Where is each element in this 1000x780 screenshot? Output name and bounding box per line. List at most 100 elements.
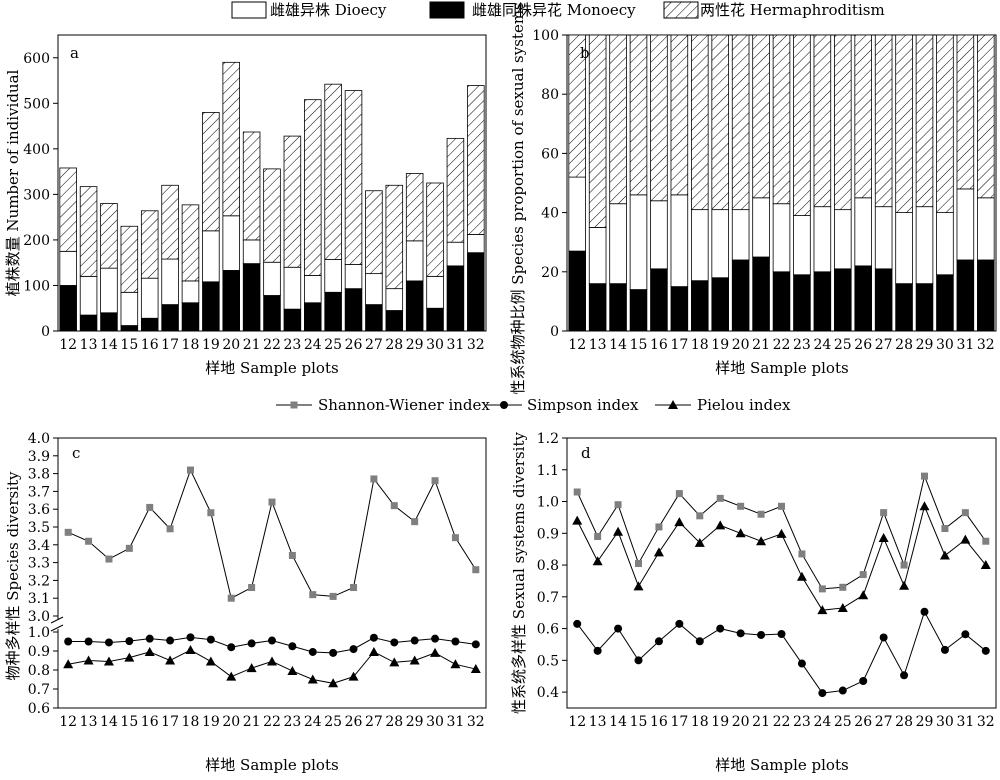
bar-segment bbox=[181, 204, 200, 282]
data-point bbox=[166, 525, 174, 533]
x-tick-label: 24 bbox=[304, 714, 322, 730]
data-point bbox=[389, 657, 400, 667]
bar-segment bbox=[854, 197, 872, 267]
x-tick-label: 18 bbox=[691, 714, 709, 730]
x-tick-label: 26 bbox=[854, 337, 872, 353]
data-point bbox=[64, 528, 72, 536]
bar-segment bbox=[283, 308, 302, 332]
data-point bbox=[186, 466, 194, 474]
bar-segment bbox=[222, 61, 240, 217]
legend-label: 两性花 Hermaphroditism bbox=[700, 1, 885, 19]
y-tick-label: 40 bbox=[541, 206, 559, 222]
x-tick-label: 24 bbox=[304, 337, 322, 353]
x-tick-label: 30 bbox=[426, 714, 444, 730]
bar-segment bbox=[304, 302, 322, 332]
y-tick-label: 3.0 bbox=[28, 609, 50, 625]
bar-segment bbox=[670, 34, 689, 196]
x-tick-label: 17 bbox=[670, 337, 688, 353]
x-tick-label: 32 bbox=[977, 714, 995, 730]
x-tick-label: 29 bbox=[406, 714, 424, 730]
plot-frame bbox=[57, 437, 487, 709]
data-point bbox=[308, 647, 317, 656]
x-tick-label: 21 bbox=[752, 714, 770, 730]
bar-segment bbox=[956, 34, 975, 190]
x-tick-label: 31 bbox=[447, 337, 465, 353]
bar-segment bbox=[304, 99, 322, 276]
x-tick-label: 28 bbox=[385, 714, 403, 730]
data-point bbox=[431, 477, 439, 485]
x-axis-label: 样地 Sample plots bbox=[715, 756, 848, 774]
bar-segment bbox=[731, 209, 750, 261]
legend-label: 雌雄异株 Dioecy bbox=[270, 1, 387, 19]
data-point bbox=[818, 585, 826, 593]
bar-segment bbox=[242, 239, 261, 265]
x-tick-label: 25 bbox=[324, 337, 342, 353]
series-line bbox=[576, 610, 987, 694]
bar-segment bbox=[936, 212, 954, 276]
bar-segment bbox=[854, 265, 872, 332]
data-point bbox=[146, 503, 154, 511]
bar-segment bbox=[834, 268, 852, 332]
data-point bbox=[572, 515, 583, 525]
y-tick-label: 4.0 bbox=[28, 431, 50, 447]
data-point bbox=[981, 646, 990, 655]
bar-segment bbox=[344, 264, 363, 290]
x-tick-label: 19 bbox=[202, 714, 220, 730]
bar-segment bbox=[691, 34, 709, 211]
x-tick-label: 25 bbox=[834, 337, 852, 353]
bar-segment bbox=[874, 34, 893, 208]
x-tick-label: 17 bbox=[161, 714, 179, 730]
y-tick-label: 600 bbox=[23, 51, 50, 67]
bar-segment bbox=[977, 259, 995, 332]
x-tick-label: 20 bbox=[222, 714, 240, 730]
y-tick-label: 0 bbox=[41, 324, 50, 340]
data-point bbox=[328, 678, 339, 688]
data-point bbox=[592, 556, 603, 566]
data-point bbox=[329, 592, 337, 600]
bar-segment bbox=[772, 203, 791, 273]
x-tick-label: 16 bbox=[650, 337, 668, 353]
data-point bbox=[409, 655, 420, 665]
bar-segment bbox=[140, 210, 159, 279]
x-tick-label: 32 bbox=[467, 714, 485, 730]
x-tick-label: 19 bbox=[202, 337, 220, 353]
data-point bbox=[248, 584, 256, 592]
data-point bbox=[206, 635, 215, 644]
data-point bbox=[614, 624, 623, 633]
data-point bbox=[246, 663, 257, 673]
data-point bbox=[268, 636, 276, 645]
data-point bbox=[756, 536, 767, 546]
bar-segment bbox=[79, 275, 98, 316]
y-axis-label: 性系统多样性 Sexual systems diversity bbox=[510, 432, 528, 714]
x-tick-label: 30 bbox=[936, 714, 954, 730]
data-point bbox=[125, 637, 134, 646]
data-point bbox=[411, 518, 419, 526]
data-point bbox=[207, 509, 215, 517]
data-point bbox=[655, 523, 663, 531]
data-point bbox=[776, 528, 787, 538]
x-tick-label: 28 bbox=[895, 714, 913, 730]
y-tick-label: 300 bbox=[23, 187, 50, 203]
data-point bbox=[430, 647, 441, 657]
x-tick-label: 21 bbox=[752, 337, 770, 353]
data-point bbox=[63, 659, 74, 669]
x-tick-label: 12 bbox=[59, 337, 77, 353]
bar-segment bbox=[263, 295, 281, 332]
bar-segment bbox=[731, 34, 750, 211]
y-tick-label: 3.9 bbox=[28, 449, 50, 465]
data-point bbox=[307, 674, 318, 684]
y-tick-label: 1.2 bbox=[537, 431, 559, 447]
data-point bbox=[900, 671, 909, 680]
bar-segment bbox=[813, 206, 832, 273]
axis-break-mark bbox=[50, 616, 64, 624]
data-point bbox=[165, 655, 176, 665]
bar-segment bbox=[588, 226, 607, 285]
x-tick-label: 20 bbox=[732, 714, 750, 730]
data-point bbox=[878, 533, 889, 543]
bar-segment bbox=[426, 275, 444, 309]
data-point bbox=[593, 646, 602, 655]
bar-segment bbox=[588, 283, 607, 332]
data-point bbox=[64, 637, 73, 646]
x-tick-label: 24 bbox=[813, 714, 831, 730]
x-tick-label: 23 bbox=[283, 337, 301, 353]
